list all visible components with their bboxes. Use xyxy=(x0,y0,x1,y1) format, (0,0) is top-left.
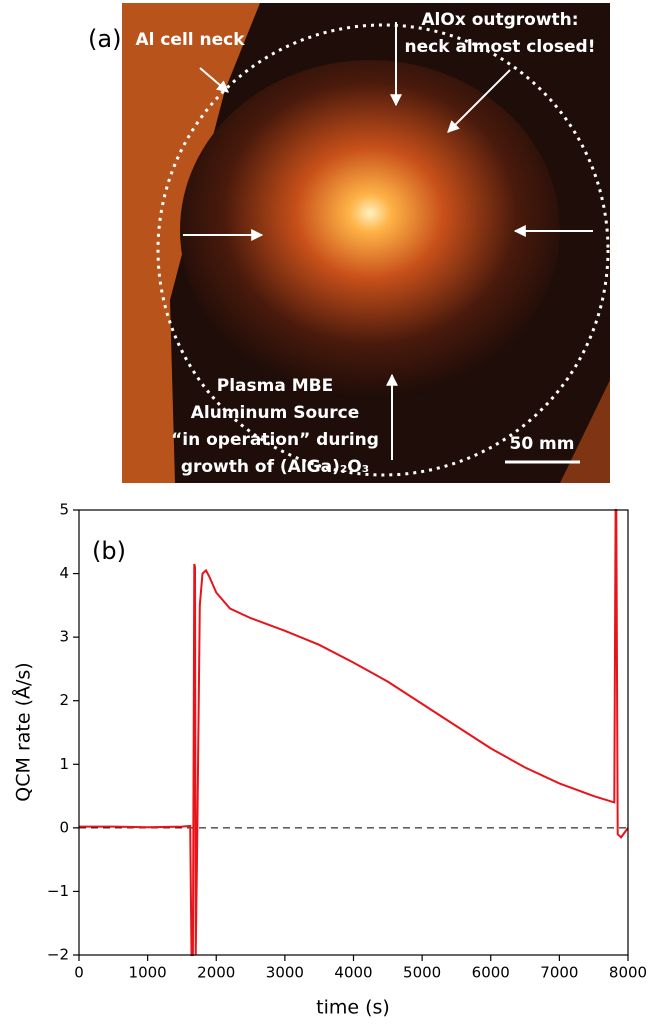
x-axis-label: time (s) xyxy=(316,997,390,1019)
annotation: neck almost closed! xyxy=(405,37,596,57)
data-line xyxy=(79,509,629,956)
arrow xyxy=(447,69,511,133)
y-tick-label: 3 xyxy=(59,628,69,646)
panel-label: (a) xyxy=(88,25,121,53)
glow xyxy=(180,60,560,400)
annotation: Aluminum Source xyxy=(191,403,359,423)
x-tick-label: 3000 xyxy=(266,964,304,982)
x-tick-label: 4000 xyxy=(334,964,372,982)
x-tick-label: 7000 xyxy=(540,964,578,982)
y-tick-label: −2 xyxy=(47,946,69,964)
y-tick-label: 4 xyxy=(59,564,69,582)
annotation: growth of (AlGa)₂O₃ xyxy=(181,457,369,477)
y-tick-label: 5 xyxy=(59,501,69,519)
photo: Al cell neck AlOx outgrowth: neck almost… xyxy=(122,3,610,483)
annotation: “in operation” during xyxy=(171,430,379,450)
y-tick-label: 0 xyxy=(59,818,69,836)
chart: (b) time (s) QCM rate (Å/s) −2 −1 0 1 2 3 4 5 0 1… xyxy=(12,501,648,1019)
x-tick-label: 2000 xyxy=(197,964,235,982)
neck-outline xyxy=(156,23,610,477)
cell-wall xyxy=(122,3,260,483)
scale-bar-label: 50 mm xyxy=(509,434,574,454)
x-tick-label: 5000 xyxy=(403,964,441,982)
annotation: Al cell neck xyxy=(135,30,245,50)
panel-label: (b) xyxy=(92,537,126,565)
plot-frame xyxy=(78,509,629,956)
y-tick-label: −1 xyxy=(47,882,69,900)
annotation: Plasma MBE xyxy=(217,376,333,396)
x-tick-label: 6000 xyxy=(472,964,510,982)
annotation: AlOx outgrowth: xyxy=(421,10,578,30)
y-axis-label: QCM rate (Å/s) xyxy=(12,662,35,801)
cell-wall xyxy=(560,380,610,483)
arrow xyxy=(199,67,229,93)
x-tick-label: 0 xyxy=(74,964,84,982)
y-tick-label: 2 xyxy=(59,691,69,709)
x-tick-label: 8000 xyxy=(609,964,647,982)
x-tick-label: 1000 xyxy=(129,964,167,982)
y-tick-label: 1 xyxy=(59,755,69,773)
